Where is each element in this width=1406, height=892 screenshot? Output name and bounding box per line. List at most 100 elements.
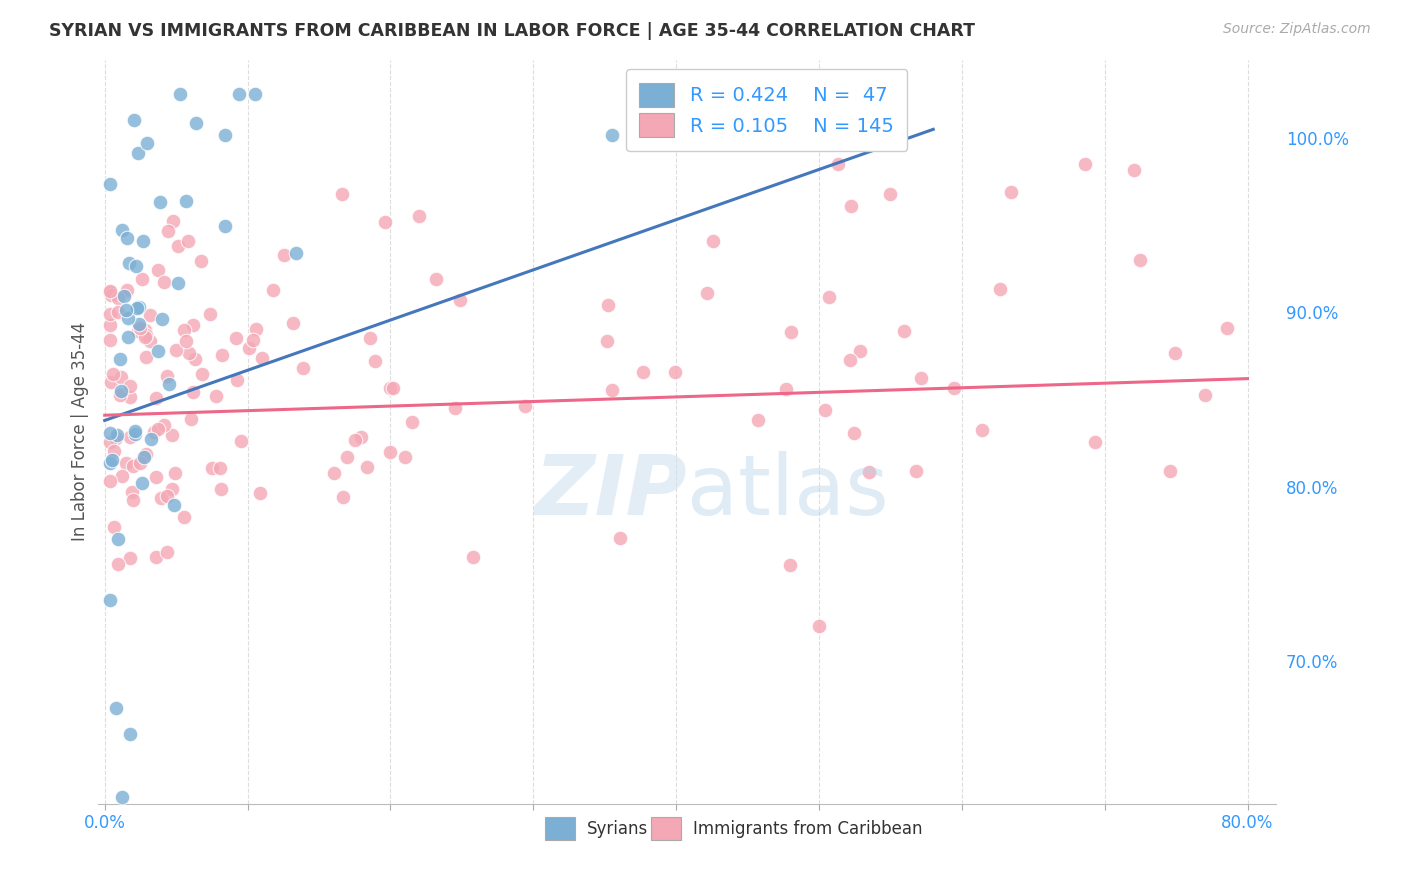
Point bbox=[775, 382, 797, 396]
Text: SYRIAN VS IMMIGRANTS FROM CARIBBEAN IN LABOR FORCE | AGE 35-44 CORRELATION CHART: SYRIAN VS IMMIGRANTS FROM CARIBBEAN IN L… bbox=[49, 22, 976, 40]
Point bbox=[100, 177, 122, 191]
Point bbox=[209, 483, 232, 497]
Point bbox=[110, 388, 132, 402]
Point bbox=[134, 330, 156, 344]
Point bbox=[364, 353, 387, 368]
Point bbox=[225, 330, 247, 344]
Point bbox=[242, 333, 264, 347]
Point bbox=[181, 318, 204, 333]
Text: atlas: atlas bbox=[688, 450, 889, 532]
Point bbox=[120, 727, 142, 741]
Point bbox=[780, 325, 803, 339]
Point bbox=[100, 318, 122, 333]
Point bbox=[128, 300, 150, 314]
Point bbox=[143, 425, 166, 440]
Point bbox=[156, 368, 179, 383]
Point bbox=[101, 453, 124, 467]
Point bbox=[132, 235, 155, 249]
Point bbox=[127, 301, 149, 315]
Point bbox=[127, 324, 149, 338]
Point bbox=[332, 490, 354, 504]
Point bbox=[100, 376, 122, 390]
Point bbox=[631, 365, 654, 379]
Point bbox=[262, 283, 284, 297]
Legend: R = 0.424    N =  47, R = 0.105    N = 145: R = 0.424 N = 47, R = 0.105 N = 145 bbox=[626, 70, 907, 151]
Point bbox=[121, 485, 143, 500]
Point bbox=[152, 418, 174, 433]
Point bbox=[150, 491, 173, 505]
Point bbox=[124, 427, 146, 442]
Point bbox=[103, 520, 125, 534]
Point bbox=[160, 482, 183, 496]
Point bbox=[174, 334, 197, 348]
Point bbox=[910, 371, 932, 385]
Point bbox=[190, 254, 212, 268]
Point bbox=[153, 275, 176, 289]
Point bbox=[664, 365, 686, 379]
Point bbox=[359, 331, 381, 345]
Point bbox=[238, 341, 260, 355]
Point bbox=[180, 411, 202, 425]
Point bbox=[184, 352, 207, 367]
Point bbox=[596, 298, 619, 312]
Point bbox=[191, 368, 214, 382]
Point bbox=[1159, 465, 1181, 479]
Point bbox=[100, 434, 122, 449]
Point bbox=[139, 432, 162, 446]
Point bbox=[243, 87, 266, 102]
Point bbox=[893, 324, 915, 338]
Point bbox=[600, 383, 623, 397]
Point bbox=[174, 194, 197, 209]
Point bbox=[696, 285, 718, 300]
Point bbox=[114, 456, 136, 470]
Point bbox=[1074, 157, 1097, 171]
Text: Syrians: Syrians bbox=[586, 820, 648, 838]
Point bbox=[336, 450, 359, 465]
Point bbox=[904, 464, 927, 478]
Point bbox=[117, 329, 139, 343]
Point bbox=[127, 146, 149, 161]
Point bbox=[120, 379, 142, 393]
Point bbox=[972, 423, 994, 437]
Point bbox=[177, 346, 200, 360]
Point bbox=[167, 276, 190, 290]
Point bbox=[173, 509, 195, 524]
Point bbox=[131, 272, 153, 286]
Point bbox=[600, 128, 623, 142]
Point bbox=[118, 256, 141, 270]
Point bbox=[702, 234, 724, 248]
Point bbox=[100, 284, 122, 298]
Point bbox=[100, 288, 122, 302]
Point bbox=[380, 445, 402, 459]
Point bbox=[228, 87, 250, 102]
Point bbox=[100, 426, 122, 441]
Point bbox=[120, 551, 142, 566]
Point bbox=[408, 210, 430, 224]
Point bbox=[1164, 345, 1187, 359]
Point bbox=[394, 450, 416, 464]
Point bbox=[249, 486, 271, 500]
Point bbox=[110, 369, 132, 384]
Point bbox=[382, 381, 405, 395]
Point bbox=[292, 361, 315, 376]
Point bbox=[139, 308, 162, 322]
Point bbox=[120, 391, 142, 405]
Point bbox=[128, 317, 150, 331]
Point bbox=[281, 317, 304, 331]
Point bbox=[111, 468, 134, 483]
Point bbox=[449, 293, 471, 307]
Point bbox=[135, 447, 157, 461]
Point bbox=[149, 194, 172, 209]
Point bbox=[229, 434, 252, 448]
Point bbox=[145, 470, 167, 484]
Y-axis label: In Labor Force | Age 35-44: In Labor Force | Age 35-44 bbox=[72, 322, 89, 541]
Point bbox=[814, 403, 837, 417]
Point bbox=[214, 128, 236, 143]
Point bbox=[136, 136, 159, 150]
Point bbox=[107, 304, 129, 318]
Point bbox=[100, 474, 122, 488]
Point bbox=[124, 424, 146, 438]
Point bbox=[609, 531, 631, 545]
Point bbox=[110, 384, 132, 399]
Point bbox=[139, 334, 162, 349]
